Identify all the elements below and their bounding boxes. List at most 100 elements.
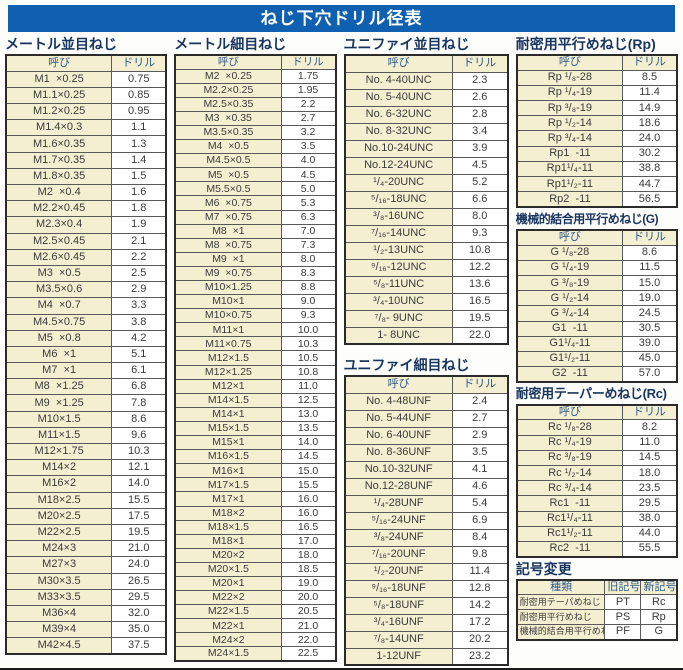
table-row: No. 8-32UNC 3.4: [344, 122, 509, 141]
drill-value-cell: 4.2: [111, 329, 167, 347]
drill-value-cell: 2.2: [280, 96, 337, 112]
table-row: Rc1¹/₂-11 44.0: [516, 525, 678, 542]
drill-value-cell: 2.3: [451, 71, 509, 90]
thread-name-cell: M1.2×0.25: [5, 103, 113, 121]
drill-value-cell: 3.9: [451, 139, 509, 158]
drill-value-cell: 9.3: [280, 308, 337, 324]
table-row: M20×1.5 18.5: [174, 561, 337, 577]
table-row: M16×1.5 14.5: [174, 449, 337, 465]
table-row: M16×1 15.0: [174, 463, 337, 479]
thread-name-cell: ⁹/₁₆-12UNC: [344, 258, 453, 277]
thread-name-cell: ³/₄-10UNC: [344, 292, 453, 311]
thread-name-cell: M24×3: [5, 540, 113, 558]
table-row: M11×1.5 9.6: [5, 426, 167, 445]
table-row: ³/₈-24UNF 8.4: [344, 528, 509, 547]
drill-value-cell: 8.4: [451, 528, 509, 547]
thread-name-cell: M17×1: [174, 491, 282, 507]
column-header: 呼び: [344, 54, 453, 73]
table-row: M22×1.5 20.5: [174, 604, 337, 620]
table-row: M1.6×0.35 1.3: [5, 135, 167, 153]
thread-name-cell: M5 ×0.5: [174, 167, 282, 183]
thread-name-cell: M2 ×0.4: [5, 183, 113, 202]
thread-name-cell: M6 ×0.75: [174, 195, 282, 211]
thread-name-cell: M18×1.5: [174, 519, 282, 535]
drill-value-cell: 13.6: [451, 275, 509, 294]
drill-value-cell: 19.5: [451, 309, 509, 328]
drill-value-cell: 17.0: [280, 533, 337, 549]
thread-name-cell: Rc ¹/₄-19: [516, 434, 624, 451]
thread-name-cell: M36×4: [5, 604, 113, 623]
table-row: M14×2 12.1: [5, 459, 167, 477]
page-title: ねじ下穴ドリル径表: [8, 5, 675, 32]
drill-value-cell: 7.0: [280, 223, 337, 239]
drill-value-cell: 2.7: [280, 110, 337, 126]
drill-value-cell: 16.5: [451, 292, 509, 311]
thread-name-cell: G ³/₈-19: [516, 274, 624, 292]
table-row: ⁵/₁₆-24UNF 6.9: [344, 511, 509, 530]
column-header: 呼び: [516, 54, 624, 71]
table-row: M36×4 32.0: [5, 604, 167, 623]
table-row: M2.2×0.25 1.95: [174, 82, 337, 98]
drill-value-cell: 8.8: [280, 279, 337, 296]
drill-value-cell: PS: [604, 609, 642, 626]
table-row: M6 ×0.75 5.3: [174, 195, 337, 211]
g-table: 呼び ドリル G ¹/₈-28 8.6 G ¹/₄-19 11.5 G ³/₈-19 15.0…: [515, 228, 679, 383]
thread-name-cell: 耐密用平行めねじ: [516, 609, 606, 626]
thread-name-cell: M5.5×0.5: [174, 181, 282, 197]
thread-name-cell: M14×2: [5, 459, 113, 477]
drill-value-cell: 4.1: [451, 460, 509, 479]
drill-value-cell: 24.0: [622, 130, 678, 147]
table-row: ³/₈-16UNC 8.0: [344, 207, 509, 226]
drill-value-cell: 1.8: [111, 200, 167, 218]
drill-value-cell: 6.3: [280, 209, 337, 225]
drill-value-cell: 6.8: [111, 378, 167, 396]
table-row: ⁷/₁₆-14UNC 9.3: [344, 224, 509, 243]
drill-value-cell: 10.3: [111, 442, 167, 461]
table-row: M8 ×1 7.0: [174, 223, 337, 239]
drill-value-cell: 5.1: [111, 345, 167, 364]
drill-value-cell: 8.5: [622, 69, 678, 86]
table-row: M24×3 21.0: [5, 540, 167, 558]
thread-name-cell: M9 ×1.25: [5, 394, 113, 412]
drill-value-cell: 12.8: [451, 579, 509, 598]
drill-value-cell: 14.2: [451, 596, 509, 615]
thread-name-cell: M20×1.5: [174, 561, 282, 577]
column-header: 種類: [516, 579, 606, 596]
column-header: ドリル: [451, 54, 509, 73]
thread-name-cell: M17×1.5: [174, 477, 282, 493]
thread-name-cell: M22×2.5: [5, 523, 113, 542]
drill-value-cell: 18.6: [622, 115, 678, 132]
thread-name-cell: M16×1: [174, 463, 282, 479]
table-row: M1.8×0.35 1.5: [5, 167, 167, 186]
drill-value-cell: Rp: [640, 609, 678, 626]
drill-value-cell: 0.75: [111, 70, 167, 88]
thread-name-cell: M7 ×0.75: [174, 209, 282, 225]
thread-name-cell: M2 ×0.25: [174, 68, 282, 84]
drill-value-cell: 15.0: [280, 463, 337, 479]
section-gap: [344, 345, 509, 354]
thread-name-cell: G1 -11: [516, 320, 624, 337]
drill-value-cell: 39.0: [622, 335, 678, 352]
table-row: M20×2.5 17.5: [5, 507, 167, 525]
thread-name-cell: ⁷/₈-14UNF: [344, 630, 453, 649]
table-row: ¹/₂-20UNF 11.4: [344, 562, 509, 581]
drill-value-cell: 16.0: [280, 491, 337, 507]
section-heading-unified-coarse: ユニファイ並目ねじ: [343, 36, 470, 52]
drill-value-cell: 3.4: [451, 122, 509, 141]
drill-value-cell: 44.7: [622, 175, 678, 193]
column-metric-coarse: メートル並目ねじ 呼び ドリル M1 ×0.25 0.75 M1.1×0.25 0.85 M…: [5, 33, 168, 666]
unified-coarse-table: 呼び ドリル No. 4-40UNC 2.3 No. 5-40UNC 2.6 No. 6-3…: [343, 54, 509, 345]
drill-value-cell: 55.5: [622, 540, 678, 558]
drill-value-cell: 4.5: [451, 156, 509, 175]
thread-name-cell: M11×1.5: [5, 426, 113, 445]
table-row: M12×1.5 10.5: [174, 350, 337, 366]
column-header: 呼び: [344, 375, 453, 394]
drill-value-cell: 0.85: [111, 86, 167, 105]
table-row: M7 ×1 6.1: [5, 362, 167, 380]
table-row: Rp ¹/₂-14 18.6: [516, 115, 678, 132]
thread-name-cell: M12×1: [174, 378, 282, 394]
drill-value-cell: 10.0: [280, 322, 337, 338]
drill-value-cell: 6.6: [451, 190, 509, 209]
table-row: Rp1 -11 30.2: [516, 145, 678, 162]
table-row: G1¹/₂-11 45.0: [516, 350, 678, 368]
